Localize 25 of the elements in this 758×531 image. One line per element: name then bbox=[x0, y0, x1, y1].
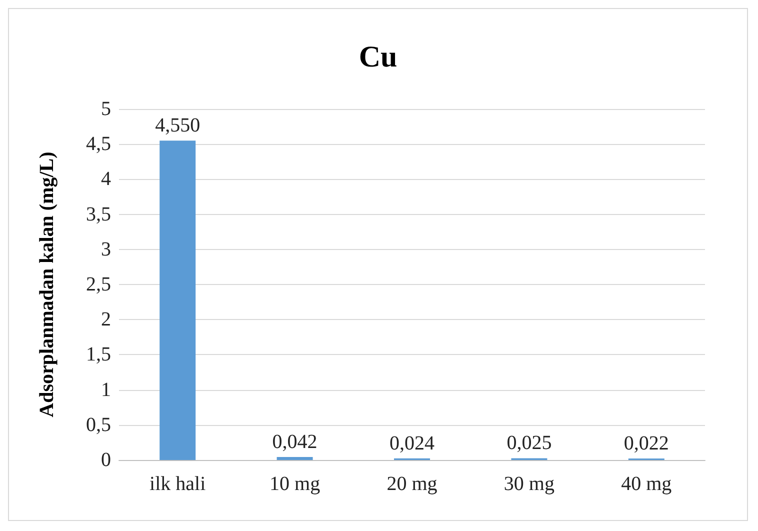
bar bbox=[276, 457, 313, 460]
data-label: 0,022 bbox=[624, 432, 669, 454]
data-label: 0,025 bbox=[506, 432, 552, 454]
data-label: 4,550 bbox=[155, 114, 200, 137]
y-tick-label: 1,5 bbox=[86, 344, 111, 366]
x-tick-label: ilk hali bbox=[150, 473, 206, 495]
y-tick-label: 4,5 bbox=[86, 133, 111, 156]
x-tick-label: 40 mg bbox=[621, 473, 672, 495]
y-tick-label: 1 bbox=[101, 378, 111, 401]
y-tick-label: 2 bbox=[101, 308, 111, 331]
y-tick-label: 4 bbox=[101, 168, 111, 190]
x-tick-label: 30 mg bbox=[504, 473, 554, 495]
y-tick-label: 3 bbox=[101, 238, 111, 260]
bar bbox=[160, 140, 196, 460]
x-tick-label: 10 mg bbox=[270, 473, 320, 495]
y-tick-label: 3,5 bbox=[86, 203, 111, 226]
x-tick-label: 20 mg bbox=[386, 473, 438, 495]
y-tick-label: 5 bbox=[101, 98, 111, 120]
data-label: 0,024 bbox=[390, 432, 434, 454]
y-tick-label: 0,5 bbox=[86, 414, 111, 436]
y-axis-title: Adsorplanmadan kalan (mg/L) bbox=[36, 152, 58, 418]
y-tick-label: 2,5 bbox=[86, 274, 111, 296]
data-label: 0,042 bbox=[272, 431, 318, 454]
chart-title: Cu bbox=[358, 40, 398, 74]
y-tick-label: 0 bbox=[101, 449, 111, 471]
